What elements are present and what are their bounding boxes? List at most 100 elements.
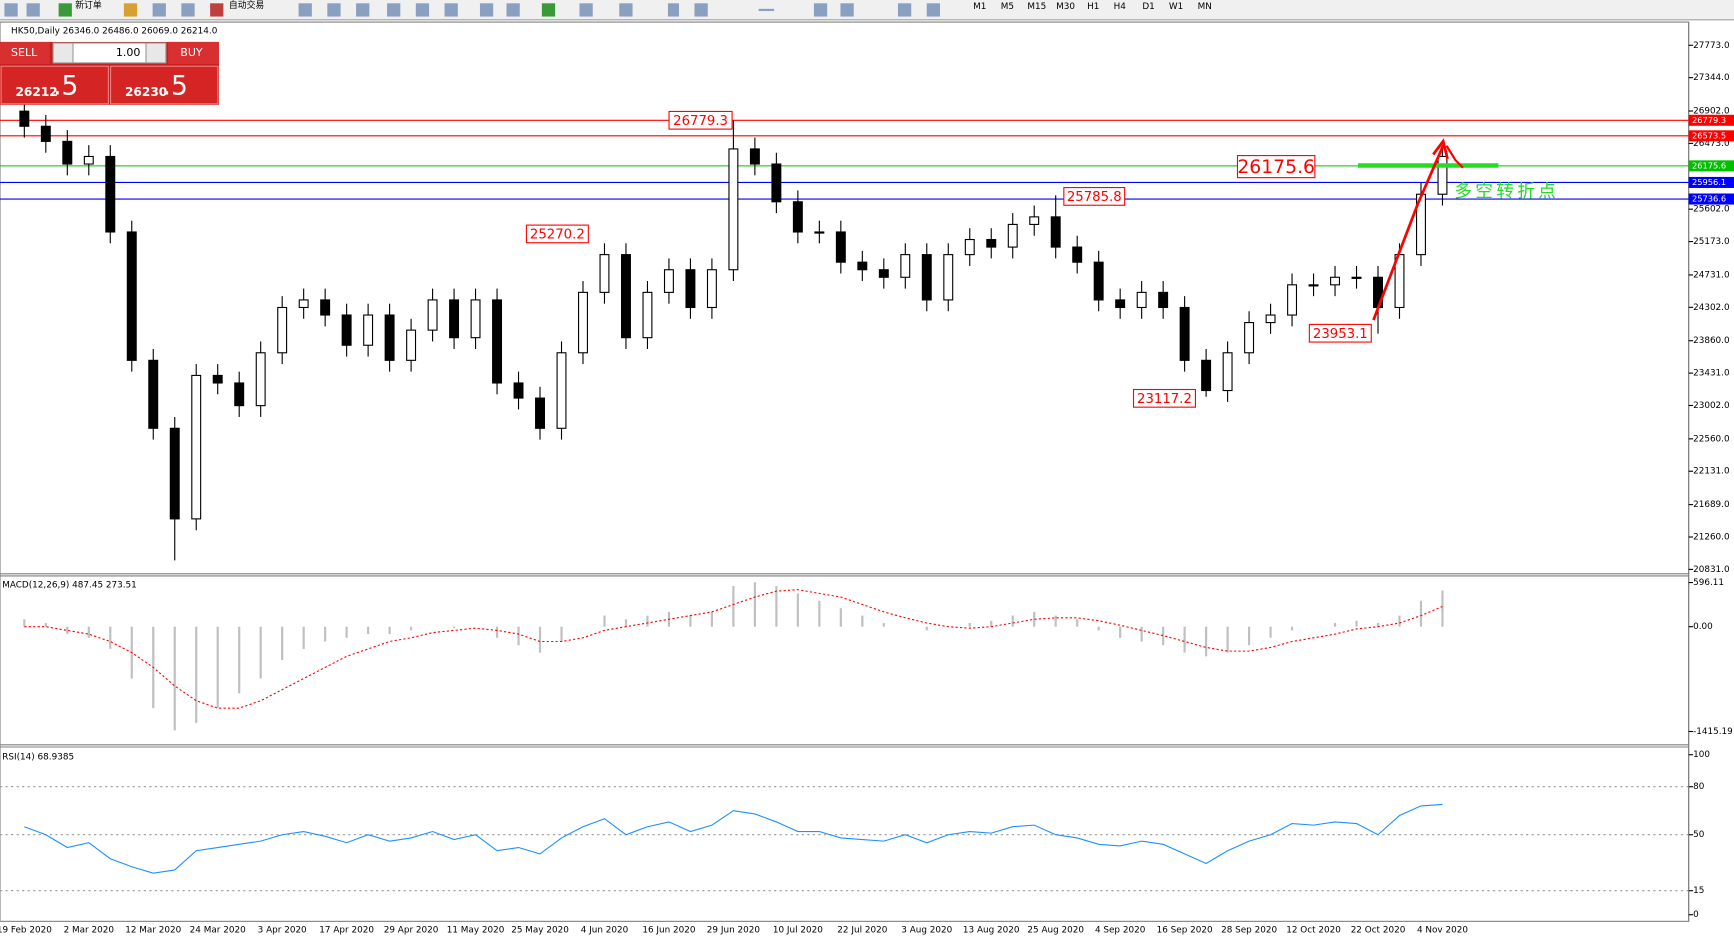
toolbar-label[interactable]: 自动交易: [229, 0, 264, 11]
candle-body: [943, 254, 954, 301]
candle-body: [578, 291, 588, 354]
candle-body: [363, 314, 374, 346]
candle-body: [255, 352, 266, 407]
candle-body: [1308, 284, 1319, 287]
candle-body: [1050, 216, 1061, 248]
icon[interactable]: [667, 3, 680, 17]
y-tick-label: 24731.0: [1693, 270, 1730, 280]
icon[interactable]: [619, 3, 633, 17]
candle-body: [642, 291, 653, 339]
sell-button[interactable]: [0, 41, 50, 64]
timeframe-button[interactable]: M15: [1027, 2, 1046, 12]
icon[interactable]: [298, 3, 312, 17]
icon[interactable]: [506, 3, 520, 17]
y-tick-label: 23431.0: [1693, 369, 1730, 379]
y-tick-label: 20831.0: [1693, 565, 1730, 575]
timeframe-button[interactable]: W1: [1169, 2, 1183, 12]
icon[interactable]: [897, 3, 912, 17]
candle-body: [921, 254, 932, 301]
x-tick-label: 16 Jun 2020: [642, 926, 696, 936]
arrow-head: [1432, 138, 1449, 160]
icon[interactable]: [387, 3, 401, 17]
y-tick-label: 27344.0: [1693, 73, 1730, 83]
price-annotation-box: [668, 110, 733, 130]
icon[interactable]: [541, 3, 556, 17]
candle-body: [19, 110, 30, 127]
price-annotation: 23953.1: [1313, 327, 1368, 342]
toolbar-label[interactable]: 新订单: [75, 0, 102, 11]
bid-price: 26212: [15, 85, 57, 99]
one-click-trading: SELL 1.00 BUY 26212 .5 26230 .5: [0, 41, 219, 105]
x-tick-label: 13 Aug 2020: [963, 926, 1020, 936]
y-tick-label: 22131.0: [1693, 467, 1730, 477]
x-tick-label: 22 Oct 2020: [1351, 926, 1406, 936]
icon[interactable]: [694, 3, 708, 17]
candle-body: [1115, 299, 1126, 309]
icon[interactable]: [579, 3, 593, 17]
timeframe-button[interactable]: M5: [1001, 2, 1014, 12]
icon[interactable]: [926, 3, 940, 17]
lots-spinner[interactable]: [52, 42, 74, 64]
y-tick-label: 22560.0: [1693, 434, 1730, 444]
icon[interactable]: [479, 3, 494, 17]
candle-body: [169, 427, 180, 520]
icon[interactable]: [4, 3, 18, 17]
candle-body: [749, 148, 760, 165]
signal-line: [24, 589, 1443, 709]
timeframe-button[interactable]: H4: [1114, 2, 1127, 12]
icon[interactable]: [840, 3, 854, 17]
buy-button[interactable]: [168, 41, 219, 64]
level-price-tag: [1688, 114, 1734, 126]
timeframe-button[interactable]: D1: [1142, 2, 1154, 12]
icon[interactable]: [123, 3, 138, 17]
icon[interactable]: [26, 3, 40, 17]
bid-box[interactable]: [0, 65, 109, 105]
x-tick-label: 2 Mar 2020: [64, 926, 115, 936]
icon[interactable]: [181, 3, 195, 17]
candle-body: [1222, 352, 1233, 392]
timeframe-button[interactable]: H1: [1087, 2, 1099, 12]
x-tick-label: 16 Sep 2020: [1157, 926, 1213, 936]
y-tick-label: 25173.0: [1693, 237, 1730, 247]
lots-spinner[interactable]: [145, 42, 167, 64]
level-price-tag: [1688, 193, 1734, 205]
price-annotation-box: [1132, 388, 1196, 408]
candle-body: [1287, 284, 1298, 316]
price-annotation: 25270.2: [530, 227, 585, 242]
candle-body: [83, 155, 94, 165]
candle-body: [40, 125, 51, 142]
icon[interactable]: [444, 3, 458, 17]
level-price-tag: [1688, 160, 1734, 172]
y-tick-label: 15: [1693, 886, 1704, 896]
candle-body: [964, 238, 975, 256]
x-tick-label: 19 Feb 2020: [0, 926, 52, 936]
x-tick-label: 29 Jun 2020: [707, 926, 761, 936]
level-price-tag: [1688, 176, 1734, 188]
icon[interactable]: [415, 3, 430, 17]
candle-body: [1093, 261, 1104, 301]
icon[interactable]: [758, 8, 775, 12]
candle-body: [62, 140, 73, 165]
x-tick-label: 3 Apr 2020: [258, 926, 307, 936]
candle-body: [1437, 155, 1448, 195]
level-price-tag: [1688, 130, 1734, 142]
candle-body: [1351, 276, 1362, 279]
ask-box[interactable]: [110, 65, 219, 105]
candle-body: [620, 254, 631, 339]
candle-body: [900, 254, 911, 278]
y-tick-label: 23860.0: [1693, 336, 1730, 346]
icon[interactable]: [327, 3, 341, 17]
x-tick-label: 4 Jun 2020: [581, 926, 629, 936]
icon[interactable]: [356, 3, 370, 17]
icon[interactable]: [152, 3, 166, 17]
icon[interactable]: [210, 3, 224, 17]
y-tick-label: 80: [1693, 782, 1705, 792]
icon[interactable]: [813, 3, 828, 17]
timeframe-button[interactable]: M1: [973, 2, 986, 12]
icon[interactable]: [58, 3, 72, 17]
timeframe-button[interactable]: M30: [1056, 2, 1075, 12]
y-tick-label: 23002.0: [1693, 401, 1730, 411]
timeframe-button[interactable]: MN: [1198, 2, 1212, 12]
candle-body: [384, 314, 395, 361]
